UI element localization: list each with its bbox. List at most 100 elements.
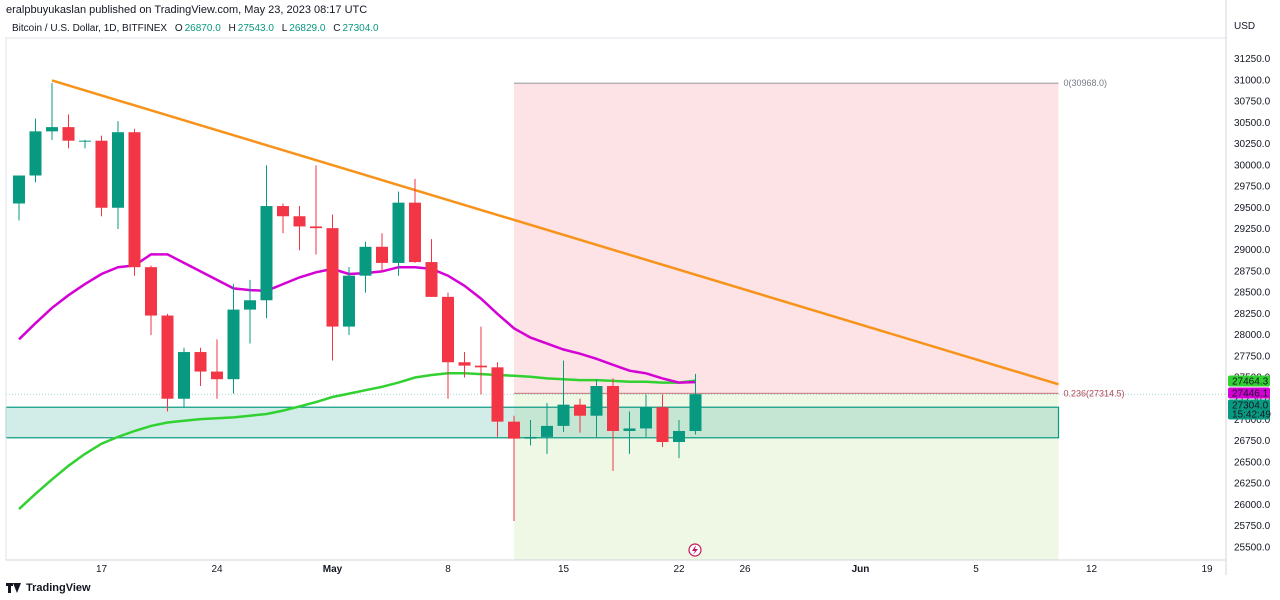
candle-body — [145, 267, 157, 316]
candle — [458, 352, 471, 378]
candle-body — [260, 206, 273, 301]
candle-body — [475, 365, 487, 368]
candle — [46, 82, 58, 140]
candle — [79, 139, 91, 149]
y-tick-label: 31000.0 — [1234, 75, 1271, 86]
y-tick-label: 31250.0 — [1234, 54, 1271, 65]
candle-body — [194, 352, 207, 372]
candle — [95, 135, 108, 217]
candle — [359, 241, 372, 293]
y-tick-label: 25500.0 — [1234, 542, 1271, 553]
open-label: O — [174, 23, 183, 34]
candle-body — [128, 132, 141, 268]
price-axis-label: 27304.015:42:49 — [1228, 399, 1271, 421]
symbol-legend: Bitcoin / U.S. Dollar, 1D, BITFINEX O 268… — [12, 23, 379, 34]
tradingview-logo-icon — [6, 583, 22, 593]
candle — [244, 279, 256, 344]
y-tick-label: 29750.0 — [1234, 182, 1271, 193]
candle-body — [326, 228, 339, 327]
x-tick-label: 26 — [739, 564, 751, 575]
y-tick-label: 26750.0 — [1234, 436, 1271, 447]
candle — [326, 214, 339, 361]
x-tick-label: 24 — [211, 564, 223, 575]
price-label-background — [1228, 387, 1270, 399]
y-tick-label: 28250.0 — [1234, 309, 1271, 320]
candle — [178, 347, 190, 408]
candle — [623, 411, 636, 454]
x-tick-label: 17 — [96, 564, 108, 575]
candle-body — [508, 421, 520, 439]
candle — [541, 402, 553, 454]
y-tick-label: 29250.0 — [1234, 224, 1271, 235]
currency-label: USD — [1234, 21, 1256, 32]
y-tick-label: 28500.0 — [1234, 288, 1271, 299]
candle-body — [524, 436, 537, 439]
lightning-bolt-icon — [692, 545, 698, 555]
x-tick-label: 15 — [558, 564, 570, 575]
descending-trendline — [51, 79, 1059, 386]
candle — [128, 128, 141, 276]
symbol-name: Bitcoin / U.S. Dollar, 1D, BITFINEX — [12, 23, 168, 34]
y-tick-label: 26250.0 — [1234, 479, 1271, 490]
candle — [607, 378, 619, 471]
high-label: H — [228, 23, 236, 34]
candle-body — [491, 367, 504, 422]
candle — [211, 339, 223, 399]
y-tick-label: 25750.0 — [1234, 521, 1271, 532]
published-caption: eralpbuyukaslan published on TradingView… — [6, 4, 368, 16]
close-value: 27304.0 — [342, 23, 379, 34]
candle-body — [656, 407, 669, 443]
x-tick-label: 8 — [445, 564, 451, 575]
candle-body — [590, 386, 603, 416]
y-tick-label: 29500.0 — [1234, 203, 1271, 214]
candle-body — [640, 407, 652, 429]
candle — [260, 165, 273, 319]
candle — [673, 419, 685, 459]
tradingview-brand-text: TradingView — [26, 582, 91, 594]
candle-body — [310, 226, 322, 229]
candle — [277, 203, 289, 234]
open-value: 26870.0 — [184, 23, 221, 34]
candle-body — [178, 352, 190, 399]
x-tick-label: Jun — [852, 564, 870, 575]
candle — [392, 191, 405, 276]
candle-body — [343, 275, 355, 327]
candle — [590, 379, 603, 437]
candle — [29, 118, 42, 183]
y-tick-label: 30500.0 — [1234, 118, 1271, 129]
candle — [227, 284, 240, 394]
candle — [145, 265, 157, 336]
y-tick-label: 27750.0 — [1234, 351, 1271, 362]
candle-body — [541, 425, 553, 437]
candle-body — [376, 246, 388, 263]
candle-body — [557, 404, 570, 426]
x-tick-label: May — [323, 564, 343, 575]
candle — [491, 362, 504, 437]
x-tick-label: 19 — [1201, 564, 1213, 575]
candle-body — [161, 315, 174, 399]
candle-body — [359, 246, 372, 276]
price-label-text: 27304.0 — [1232, 401, 1269, 412]
candle — [376, 233, 388, 272]
y-tick-label: 30000.0 — [1234, 160, 1271, 171]
y-tick-label: 26000.0 — [1234, 500, 1271, 511]
candles-layer — [13, 82, 702, 521]
candle — [409, 178, 421, 263]
tradingview-logo[interactable]: TradingView — [6, 582, 91, 594]
price-label-countdown: 15:42:49 — [1232, 410, 1271, 421]
candle — [194, 347, 207, 386]
candle-body — [392, 202, 405, 263]
candle — [425, 239, 438, 297]
candle — [640, 394, 652, 437]
x-tick-label: 22 — [673, 564, 685, 575]
candle-body — [62, 127, 75, 141]
price-label-text: 27464.3 — [1232, 377, 1269, 388]
candle-body — [293, 216, 306, 227]
low-value: 26829.0 — [289, 23, 326, 34]
y-tick-label: 28750.0 — [1234, 266, 1271, 277]
price-axis-label: 27446.1 — [1228, 387, 1270, 400]
candle-body — [211, 371, 223, 380]
candle — [13, 175, 25, 221]
x-tick-label: 12 — [1086, 564, 1098, 575]
